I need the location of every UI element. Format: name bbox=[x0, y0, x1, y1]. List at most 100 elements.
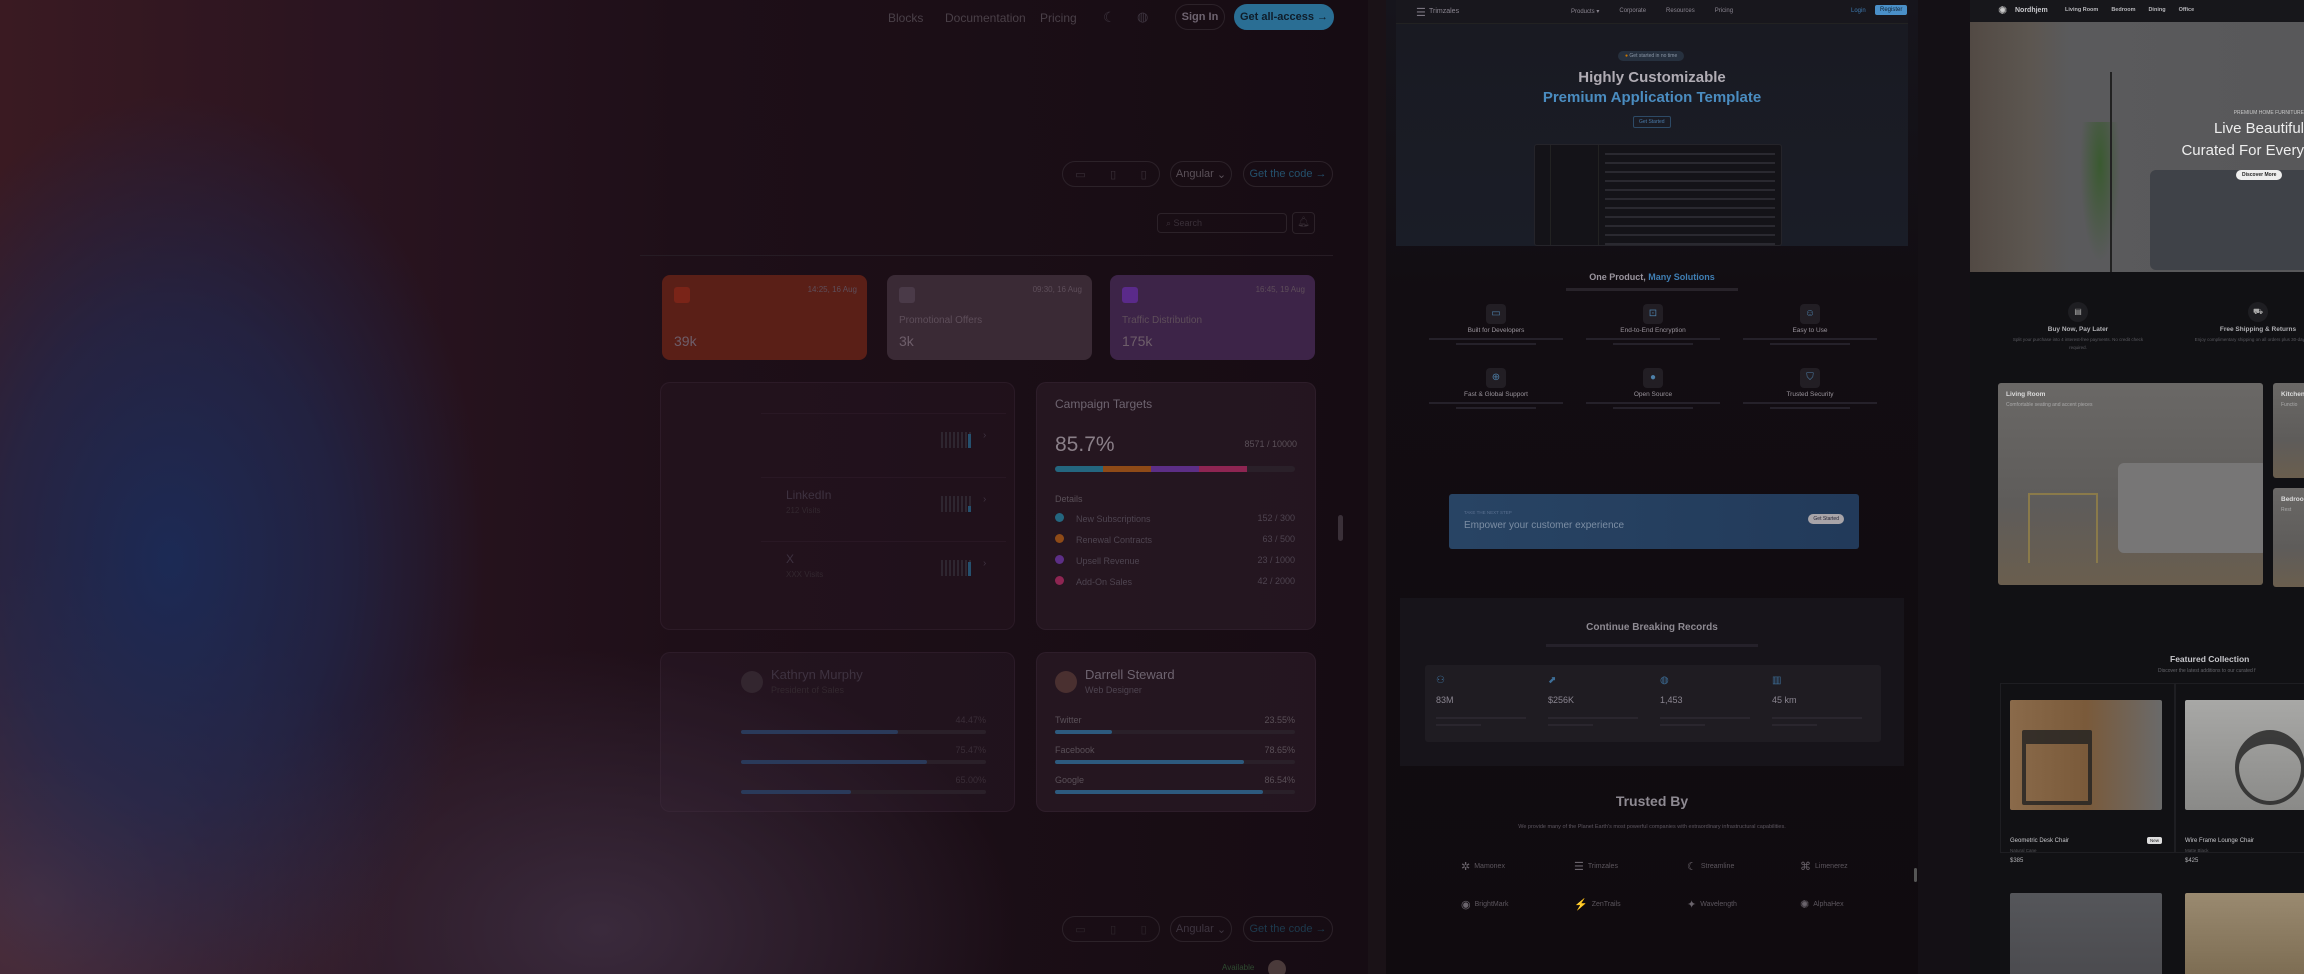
nordhjem-preview: ✺ Nordhjem Living Room Bedroom Dining Offic… bbox=[1970, 0, 2304, 974]
cta-get-started-button[interactable]: Get Started bbox=[1808, 514, 1844, 524]
desktop-icon[interactable]: ▭ bbox=[1075, 923, 1086, 936]
scrollbar-thumb[interactable] bbox=[1338, 515, 1343, 541]
details-label: Details bbox=[1055, 494, 1083, 504]
side-table-shape bbox=[2028, 493, 2098, 563]
category-card[interactable]: Kitchen Functio bbox=[2273, 383, 2304, 478]
product-image[interactable] bbox=[2185, 700, 2304, 810]
discover-more-button[interactable]: Discover More bbox=[2236, 170, 2283, 180]
person-name: Darrell Steward bbox=[1085, 667, 1175, 682]
product-image[interactable] bbox=[2010, 893, 2162, 974]
brand-name[interactable]: Trimzales bbox=[1429, 8, 1460, 15]
scrollbar-thumb[interactable] bbox=[1914, 868, 1917, 882]
nav-documentation[interactable]: Documentation bbox=[945, 11, 1026, 25]
nav-pricing[interactable]: Pricing bbox=[1040, 11, 1077, 25]
register-button[interactable]: Register bbox=[1875, 5, 1908, 15]
stat-time: 16:45, 19 Aug bbox=[1255, 285, 1305, 294]
shield-icon: ⛉ bbox=[1800, 368, 1820, 388]
monitor-icon: ▭ bbox=[1486, 304, 1506, 324]
campaign-item: New Subscriptions 152 / 300 bbox=[1055, 513, 1295, 524]
get-all-access-button[interactable]: Get all-access → bbox=[1234, 4, 1334, 30]
product-subtitle: Natural Cane bbox=[2010, 848, 2037, 853]
feature-title: Open Source bbox=[1633, 391, 1673, 398]
stat-value: 175k bbox=[1122, 333, 1153, 349]
hero-title: Highly Customizable bbox=[1578, 69, 1726, 86]
stat-card[interactable]: 14:25, 16 Aug 39k bbox=[662, 275, 867, 360]
progress-track bbox=[1055, 760, 1295, 764]
chevron-right-icon[interactable]: › bbox=[983, 430, 987, 441]
stat-card[interactable]: 09:30, 16 Aug Promotional Offers 3k bbox=[887, 275, 1092, 360]
stat-card[interactable]: 16:45, 19 Aug Traffic Distribution 175k bbox=[1110, 275, 1315, 360]
panel-gap bbox=[1368, 0, 1386, 974]
hero-get-started-button[interactable]: Get Started bbox=[1633, 116, 1671, 128]
nav-link[interactable]: Dining bbox=[2148, 7, 2166, 13]
nav-link[interactable]: Products ▾ bbox=[1571, 9, 1600, 15]
record-value: 83M bbox=[1436, 695, 1454, 705]
framework-value: Angular bbox=[1175, 168, 1214, 180]
trusted-subtitle: We provide many of the Planet Earth's mo… bbox=[1518, 824, 1786, 830]
progress-track bbox=[741, 730, 986, 734]
social-row[interactable]: › bbox=[761, 413, 1006, 469]
cta-title: Empower your customer experience bbox=[1464, 520, 1625, 531]
brand-name[interactable]: Nordhjem bbox=[2015, 7, 2048, 14]
panel-gap bbox=[1918, 0, 1970, 974]
company-logo: ☾ Streamline bbox=[1687, 860, 1734, 873]
product-price: $385 bbox=[2010, 858, 2024, 864]
mobile-icon[interactable]: ▯ bbox=[1140, 923, 1147, 936]
get-code-button-2[interactable]: Get the code → bbox=[1243, 916, 1333, 942]
product-image[interactable] bbox=[2185, 893, 2304, 974]
social-row[interactable]: X XXX Visits › bbox=[761, 541, 1006, 597]
tablet-icon[interactable]: ▯ bbox=[1110, 168, 1117, 181]
campaign-item-value: 152 / 300 bbox=[1257, 513, 1295, 523]
product-card-border bbox=[2000, 683, 2175, 853]
moon-icon[interactable]: ☾ bbox=[1103, 9, 1116, 25]
hero-image bbox=[1970, 22, 2304, 272]
stat-value: 23.55% bbox=[1264, 715, 1295, 725]
desktop-icon[interactable]: ▭ bbox=[1075, 168, 1086, 181]
tablet-icon[interactable]: ▯ bbox=[1110, 923, 1117, 936]
stat-time: 14:25, 16 Aug bbox=[807, 285, 857, 294]
framework-select-2[interactable]: Angular ⌄ bbox=[1170, 916, 1232, 942]
nav-link[interactable]: Office bbox=[2178, 7, 2195, 13]
hero-subtitle: Premium Application Template bbox=[1542, 89, 1762, 106]
stat-label: Promotional Offers bbox=[899, 315, 983, 326]
nav-link[interactable]: Pricing bbox=[1714, 8, 1734, 14]
framework-select[interactable]: Angular ⌄ bbox=[1170, 161, 1232, 187]
avatar bbox=[1268, 960, 1286, 974]
search-input[interactable]: ⌕ Search bbox=[1157, 213, 1287, 233]
get-code-button[interactable]: Get the code → bbox=[1243, 161, 1333, 187]
stat-card-icon bbox=[1122, 287, 1138, 303]
record-desc-line bbox=[1772, 724, 1817, 726]
bell-icon[interactable]: 🔔︎ bbox=[1292, 212, 1315, 234]
category-card[interactable]: Bedroom Rest bbox=[2273, 488, 2304, 587]
product-name[interactable]: Geometric Desk Chair bbox=[2010, 838, 2070, 844]
sign-in-button[interactable]: Sign In bbox=[1175, 4, 1225, 30]
chevron-right-icon[interactable]: › bbox=[983, 494, 987, 505]
chevron-right-icon[interactable]: › bbox=[983, 558, 987, 569]
perk-title: Buy Now, Pay Later bbox=[2047, 326, 2109, 333]
progress-fill bbox=[741, 730, 898, 734]
login-link[interactable]: Login bbox=[1851, 8, 1866, 14]
company-name: Mamonex bbox=[1474, 863, 1505, 870]
stat-value: 3k bbox=[899, 333, 914, 349]
nav-link[interactable]: Corporate bbox=[1619, 8, 1647, 14]
product-image[interactable] bbox=[2010, 700, 2162, 810]
product-subtitle: Matte Black bbox=[2185, 848, 2209, 853]
nav-blocks[interactable]: Blocks bbox=[888, 11, 924, 25]
company-logo-icon: ⚡ bbox=[1574, 899, 1588, 911]
nav-link[interactable]: Living Room bbox=[2065, 7, 2099, 13]
social-row[interactable]: LinkedIn 212 Visits › bbox=[761, 477, 1006, 533]
nav-link[interactable]: Bedroom bbox=[2111, 7, 2136, 13]
feature-item: ⛉ Trusted Security bbox=[1735, 368, 1885, 409]
avatar bbox=[741, 671, 763, 693]
cta-banner: TAKE THE NEXT STEP Empower your customer… bbox=[1449, 494, 1859, 549]
component-preview-panel: Blocks Documentation Pricing ☾ ◍ Sign In… bbox=[0, 0, 1368, 974]
hero-title-2: Curated For Every bbox=[2181, 142, 2304, 159]
mobile-icon[interactable]: ▯ bbox=[1140, 168, 1147, 181]
feature-title: Fast & Global Support bbox=[1464, 391, 1528, 398]
product-name[interactable]: Wire Frame Lounge Chair bbox=[2185, 838, 2255, 844]
category-card[interactable]: Living Room Comfortable seating and accen… bbox=[1998, 383, 2263, 585]
category-desc: Functio bbox=[2281, 402, 2298, 408]
nav-link[interactable]: Resources bbox=[1666, 8, 1695, 14]
palette-icon[interactable]: ◍ bbox=[1137, 9, 1149, 24]
github-icon: ● bbox=[1643, 368, 1663, 388]
